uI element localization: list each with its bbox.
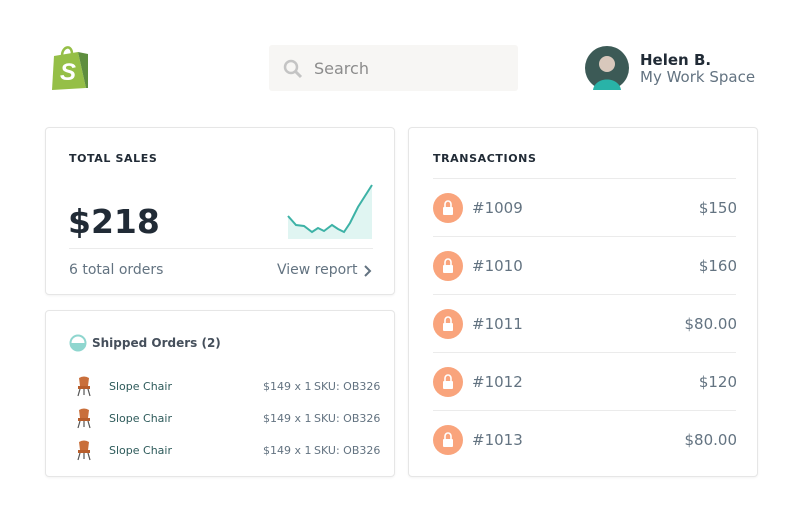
transaction-id: #1011 <box>472 315 523 333</box>
product-thumb <box>75 439 93 461</box>
total-sales-card: TOTAL SALES $218 6 total orders View rep… <box>45 127 395 295</box>
transaction-amount: $150 <box>698 199 737 217</box>
chair-icon <box>77 376 91 397</box>
transaction-id: #1010 <box>472 257 523 275</box>
transaction-amount: $160 <box>698 257 737 275</box>
divider <box>433 410 736 411</box>
logo[interactable]: S <box>48 44 92 92</box>
avatar[interactable] <box>585 46 629 90</box>
workspace: My Work Space <box>640 68 756 86</box>
chevron <box>364 265 372 277</box>
card-title: Shipped Orders (2) <box>92 336 221 350</box>
transaction-row[interactable]: #1012 $120 <box>409 352 759 410</box>
status-icon <box>433 425 463 455</box>
product-sku: SKU: OB326 <box>314 380 381 393</box>
lock-icon <box>433 425 463 455</box>
transaction-id: #1009 <box>472 199 523 217</box>
lock-icon <box>433 251 463 281</box>
status-icon <box>69 334 87 352</box>
status-icon <box>433 309 463 339</box>
transactions-card: TRANSACTIONS #1009 $150 #1010 $160 #1011 $80.… <box>408 127 758 477</box>
view-report-link[interactable]: View report <box>277 262 358 278</box>
sales-amount: $218 <box>68 202 160 241</box>
product-name: Slope Chair <box>109 380 172 393</box>
product-thumb <box>75 375 93 397</box>
transaction-row[interactable]: #1013 $80.00 <box>409 410 759 468</box>
transaction-amount: $80.00 <box>684 315 738 333</box>
total-orders: 6 total orders <box>69 262 164 278</box>
divider <box>433 236 736 237</box>
transaction-row[interactable]: #1010 $160 <box>409 236 759 294</box>
chair-icon <box>77 440 91 461</box>
transaction-amount: $120 <box>698 373 737 391</box>
transaction-row[interactable]: #1011 $80.00 <box>409 294 759 352</box>
card-title: TRANSACTIONS <box>433 152 537 165</box>
product-name: Slope Chair <box>109 412 172 425</box>
user-name: Helen B. <box>640 51 712 69</box>
product-sku: SKU: OB326 <box>314 444 381 457</box>
divider <box>433 294 736 295</box>
transaction-id: #1012 <box>472 373 523 391</box>
status-icon <box>433 251 463 281</box>
divider <box>433 178 736 179</box>
product-price: $149 x 1 <box>263 444 312 457</box>
status-icon <box>433 193 463 223</box>
chair-icon <box>77 408 91 429</box>
search-box[interactable]: Search <box>269 45 518 91</box>
product-sku: SKU: OB326 <box>314 412 381 425</box>
transaction-amount: $80.00 <box>684 431 738 449</box>
product-price: $149 x 1 <box>263 412 312 425</box>
product-thumb <box>75 407 93 429</box>
search-placeholder: Search <box>314 59 369 78</box>
lock-icon <box>433 193 463 223</box>
search-icon <box>283 59 303 79</box>
shipped-orders-card: Shipped Orders (2) Slope Chair $149 x 1 SK… <box>45 310 395 477</box>
transaction-row[interactable]: #1009 $150 <box>409 178 759 236</box>
product-price: $149 x 1 <box>263 380 312 393</box>
svg-text:S: S <box>60 59 76 86</box>
lock-icon <box>433 367 463 397</box>
card-title: TOTAL SALES <box>69 152 158 165</box>
divider <box>433 352 736 353</box>
status-icon <box>433 367 463 397</box>
transaction-id: #1013 <box>472 431 523 449</box>
product-name: Slope Chair <box>109 444 172 457</box>
sparkline <box>287 184 373 239</box>
lock-icon <box>433 309 463 339</box>
